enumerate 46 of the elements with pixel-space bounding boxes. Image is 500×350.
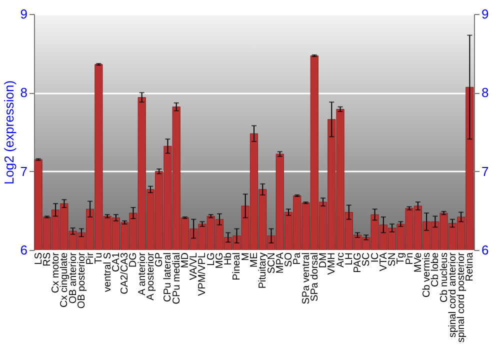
x-tick-label: VPM/VPL	[197, 252, 208, 296]
x-tick-label: LG	[206, 252, 217, 266]
x-tick-label: MPA	[274, 252, 286, 274]
x-tick-label: Cb nucleus	[438, 252, 450, 303]
y2-tick-label: 8	[482, 85, 489, 100]
x-tick-label: MG	[214, 252, 226, 269]
x-tick-label: A posterior	[145, 252, 156, 300]
x-tick-label: A anterior	[136, 252, 148, 296]
y2-tick-label: 7	[482, 164, 489, 179]
x-tick-label: Pineal	[232, 252, 243, 280]
x-tick-label: Arc	[335, 252, 346, 268]
x-tick-label: OB anterior	[68, 252, 79, 304]
x-tick-label: SC	[361, 252, 372, 266]
x-tick-label: ventral S	[102, 252, 114, 292]
x-tick-label: Pituitary	[258, 252, 269, 289]
x-tick-label: Pa	[292, 252, 304, 265]
x-tick-label: OB posterior	[76, 252, 88, 309]
y-tick-label: 8	[20, 85, 28, 100]
x-tick-label: VMH	[326, 252, 338, 275]
x-tick-label: Pn	[404, 252, 416, 265]
x-tick-label: RS	[42, 252, 53, 266]
x-tick-label: SCN	[266, 252, 278, 274]
x-tick-label: spinal cord posterior	[456, 252, 468, 343]
x-tick-label: Tu	[94, 252, 105, 264]
y-tick-label: 6	[20, 242, 28, 258]
x-tick-label: Tg	[396, 252, 407, 264]
x-tick-label: VTA	[378, 252, 390, 272]
y2-tick-label: 6	[482, 242, 489, 258]
x-tick-label: DG	[128, 252, 140, 268]
y-axis-title: Log2 (expression)	[1, 80, 16, 185]
x-tick-label: SPa dorsal	[309, 252, 320, 302]
x-tick-label: CPu medial	[171, 252, 182, 304]
x-tick-label: IC	[370, 252, 381, 262]
x-tick-label: spinal cord anterior	[447, 252, 458, 338]
x-tick-label: CA1	[110, 252, 122, 272]
x-tick-label: Cx cingulate	[59, 252, 70, 308]
y-tick-label: 9	[20, 6, 28, 22]
x-tick-label: Retina	[464, 252, 476, 282]
x-tick-label: LH	[344, 252, 355, 266]
x-tick-label: Cb lobe	[430, 252, 442, 287]
y2-tick-label: 9	[482, 6, 489, 22]
x-tick-label: LS	[33, 252, 44, 265]
x-tick-label: MVe	[412, 252, 424, 273]
x-tick-label: M	[240, 252, 252, 261]
y-tick-label: 7	[20, 164, 28, 179]
x-tick-label: ME	[249, 252, 260, 268]
